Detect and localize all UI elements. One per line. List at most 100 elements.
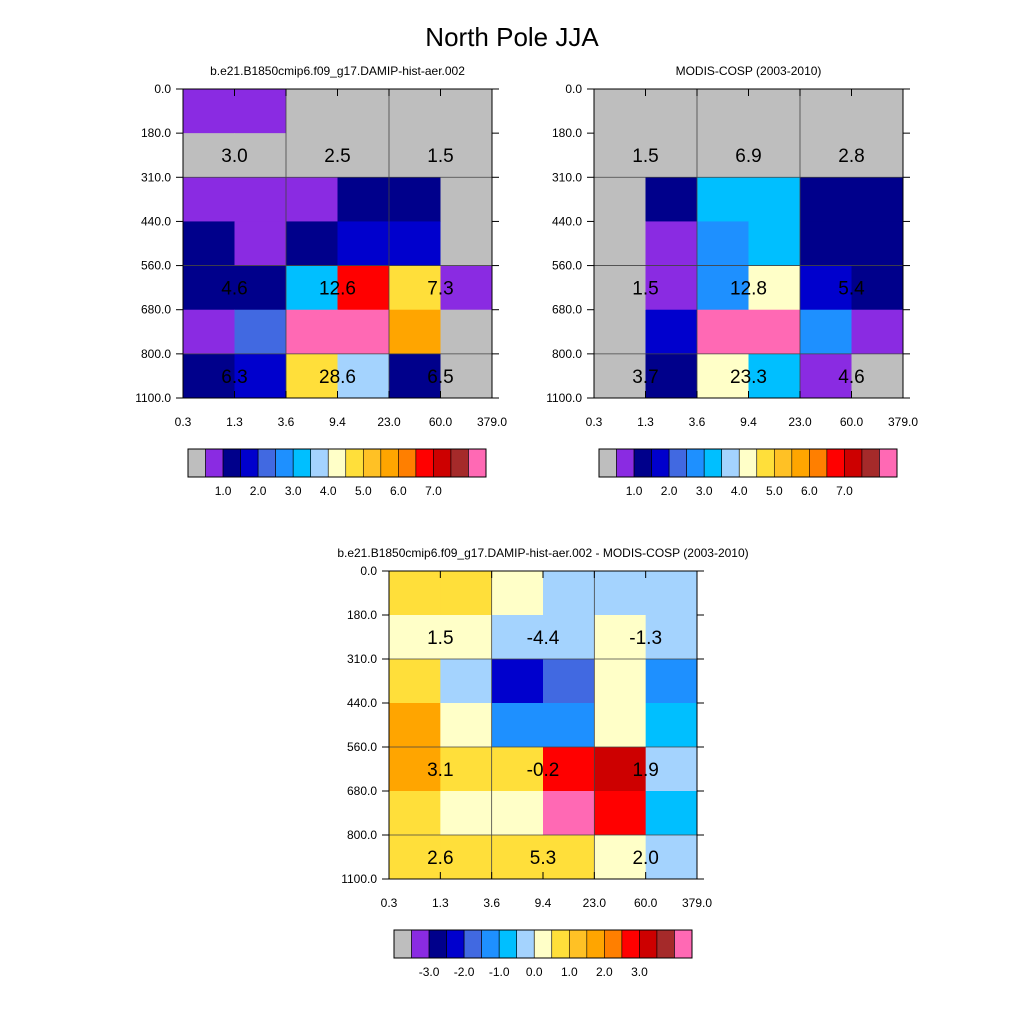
colorbar-swatch: [586, 929, 605, 959]
cell-value-label: 6.5: [427, 367, 453, 388]
heatmap-cell: [800, 133, 852, 178]
heatmap-cell: [748, 309, 801, 355]
colorbar-label: 6.0: [801, 484, 818, 498]
heatmap-cell: [645, 615, 698, 660]
heatmap-cell: [697, 309, 749, 355]
heatmap-cell: [440, 221, 493, 267]
heatmap-cell: [543, 791, 595, 836]
heatmap-cell: [440, 133, 493, 178]
heatmap-cell: [851, 133, 904, 178]
heatmap-cell: [645, 703, 698, 748]
colorbar-label: -2.0: [454, 965, 475, 979]
x-tick-label: 60.0: [634, 896, 658, 910]
colorbar-swatch: [551, 929, 570, 959]
y-tick-label: 180.0: [347, 608, 377, 622]
colorbar-frame: [393, 929, 693, 959]
colorbar-label: 5.0: [355, 484, 372, 498]
heatmap-cell: [234, 353, 287, 399]
cell-value-label: 12.6: [319, 279, 356, 300]
x-tick-label: 1.3: [432, 896, 449, 910]
heatmap-cell: [286, 353, 338, 399]
heatmap-cell: [645, 835, 698, 880]
colorbar-label: 0.0: [526, 965, 543, 979]
heatmap-cell: [234, 221, 287, 267]
x-tick-label: 1.3: [637, 415, 654, 429]
heatmap-cell: [748, 353, 801, 399]
heatmap-cell: [286, 309, 338, 355]
colorbar-swatch: [639, 929, 658, 959]
x-tick-label: 23.0: [377, 415, 401, 429]
heatmap-cell: [594, 353, 646, 399]
heatmap-cell: [440, 177, 493, 222]
heatmap-cell: [697, 177, 749, 222]
x-tick-label: 1.3: [226, 415, 243, 429]
colorbar-swatch: [773, 448, 793, 478]
colorbar-swatch: [879, 448, 898, 478]
y-tick-label: 680.0: [141, 303, 171, 317]
heatmap-cell: [697, 265, 749, 311]
colorbar-swatch: [809, 448, 828, 478]
heatmap-cell: [748, 221, 801, 267]
cell-value-label: 3.7: [632, 367, 658, 388]
heatmap-cell: [389, 353, 441, 399]
colorbar-swatch: [292, 448, 312, 478]
colorbar-label: 4.0: [320, 484, 337, 498]
heatmap-cell: [594, 309, 646, 355]
heatmap-cell: [286, 177, 338, 222]
colorbar-swatch: [598, 448, 617, 478]
y-tick-label: 310.0: [347, 652, 377, 666]
y-tick-label: 440.0: [552, 214, 582, 228]
cell-value-label: 28.6: [319, 367, 356, 388]
cell-value-label: 6.3: [221, 367, 247, 388]
heatmap-cell: [594, 89, 646, 134]
cell-value-label: 23.3: [730, 367, 767, 388]
y-tick-label: 560.0: [347, 740, 377, 754]
colorbar-label: -3.0: [419, 965, 440, 979]
heatmap-cell: [389, 89, 441, 134]
heatmap-cell: [594, 133, 646, 178]
colorbar-swatch: [393, 929, 412, 959]
colorbar-frame: [598, 448, 898, 478]
colorbar-swatch: [516, 929, 535, 959]
colorbar-label: 2.0: [250, 484, 267, 498]
colorbar-label: 3.0: [631, 965, 648, 979]
colorbar-label: 1.0: [561, 965, 578, 979]
heatmap-cell: [389, 133, 441, 178]
cell-value-label: -4.4: [527, 628, 560, 649]
colorbar-swatch: [481, 929, 500, 959]
colorbar-swatch: [433, 448, 452, 478]
heatmap-cell: [389, 615, 441, 660]
cell-value-label: 4.6: [221, 279, 247, 300]
heatmap-cell: [645, 791, 698, 836]
colorbar-swatch: [633, 448, 652, 478]
heatmap-cell: [491, 659, 544, 704]
heatmap-cell: [440, 309, 493, 355]
x-tick-label: 3.6: [483, 896, 500, 910]
cell-value-label: 2.6: [427, 848, 453, 869]
panel-2: MODIS-COSP (2003-2010) 1.5 6.9 2.8 1.5 12.8 5.…: [546, 64, 918, 498]
heatmap-cell: [851, 265, 904, 311]
heatmap-cell: [645, 571, 698, 616]
heatmap-cell: [491, 835, 544, 880]
heatmap-cell: [594, 835, 647, 880]
heatmap-cell: [234, 265, 287, 311]
y-tick-label: 180.0: [552, 126, 582, 140]
colorbar-label: 6.0: [390, 484, 407, 498]
heatmap-cell: [594, 791, 647, 836]
heatmap-cell: [440, 835, 493, 880]
heatmap-cell: [697, 133, 749, 178]
heatmap-cell: [286, 89, 338, 134]
x-tick-label: 9.4: [740, 415, 757, 429]
y-tick-label: 1100.0: [546, 391, 582, 405]
colorbar-swatch: [380, 448, 399, 478]
heatmap-cell: [183, 353, 235, 399]
heatmap-cell: [594, 703, 647, 748]
heatmap-cell: [440, 703, 493, 748]
heatmap-cell: [645, 177, 698, 222]
heatmap-cell: [851, 309, 904, 355]
heatmap-cell: [491, 703, 544, 748]
heatmap-cell: [337, 89, 390, 134]
heatmap-cell: [800, 309, 852, 355]
panel-title: MODIS-COSP (2003-2010): [676, 64, 822, 78]
